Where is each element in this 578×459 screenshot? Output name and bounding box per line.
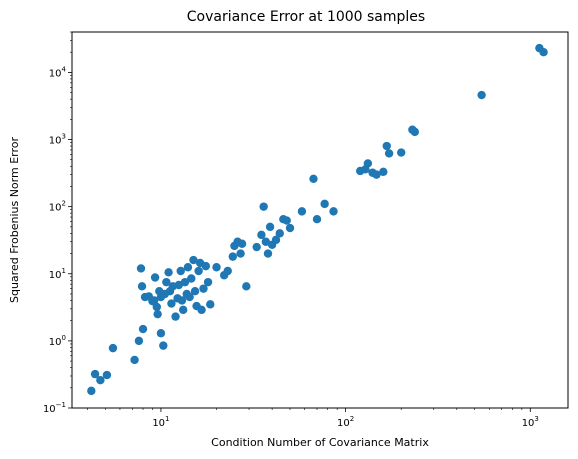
- x-axis-label: Condition Number of Covariance Matrix: [211, 436, 429, 449]
- data-point: [203, 277, 213, 287]
- data-point: [285, 223, 295, 233]
- data-point: [162, 277, 171, 287]
- y-tick-label-base: 10: [49, 68, 62, 79]
- y-tick-label: 102: [49, 200, 66, 214]
- data-point: [190, 286, 200, 296]
- y-tick-label-exponent: 4: [62, 65, 67, 73]
- y-tick-label-base: 10: [43, 404, 56, 415]
- data-point: [309, 174, 318, 183]
- data-point: [261, 237, 271, 246]
- data-point: [201, 261, 211, 271]
- data-point: [312, 215, 322, 224]
- y-tick-label-exponent: 0: [62, 334, 66, 342]
- y-tick-label-exponent: 1: [62, 267, 66, 275]
- data-point: [237, 239, 247, 248]
- y-axis-label: Squared Frobenius Norm Error: [8, 137, 21, 304]
- data-point: [363, 159, 373, 168]
- data-point: [156, 329, 166, 338]
- data-point: [223, 266, 232, 276]
- y-tick-label: 103: [49, 133, 66, 147]
- data-point: [171, 312, 180, 321]
- data-point: [194, 266, 203, 276]
- y-tick-label-exponent: 2: [62, 200, 66, 208]
- data-point: [297, 207, 307, 216]
- data-point: [152, 302, 162, 312]
- data-point: [136, 264, 146, 273]
- data-point: [275, 229, 284, 238]
- data-point: [150, 296, 159, 305]
- data-point: [379, 167, 388, 177]
- data-point: [167, 299, 176, 308]
- x-tick-label-base: 10: [522, 418, 535, 429]
- data-point: [329, 207, 338, 216]
- y-tick-label-base: 10: [49, 136, 62, 147]
- data-point: [187, 274, 196, 283]
- data-point: [137, 282, 147, 291]
- data-point: [271, 235, 281, 245]
- data-point: [382, 141, 391, 151]
- data-point: [282, 216, 291, 225]
- plot-area: [71, 31, 569, 409]
- data-point: [176, 266, 185, 276]
- data-point: [102, 370, 112, 380]
- data-point: [320, 199, 329, 209]
- y-tick-label: 101: [49, 267, 66, 281]
- data-point: [206, 300, 215, 309]
- x-tick-label: 101: [152, 415, 169, 429]
- data-point: [212, 263, 221, 272]
- data-point: [138, 324, 148, 334]
- x-tick-label-base: 10: [337, 418, 350, 429]
- data-point: [164, 268, 173, 277]
- y-tick-label-base: 10: [49, 203, 62, 214]
- x-tick-label: 102: [337, 415, 354, 429]
- data-point: [477, 90, 486, 100]
- data-point: [130, 355, 139, 365]
- data-point: [134, 336, 144, 346]
- data-point: [236, 249, 245, 258]
- x-tick-label-base: 10: [152, 418, 165, 429]
- data-point: [180, 277, 190, 287]
- data-point: [242, 282, 251, 291]
- x-tick-label-exponent: 3: [534, 415, 538, 423]
- x-tick-label-exponent: 1: [165, 415, 169, 423]
- data-point: [257, 230, 266, 240]
- data-point: [178, 305, 188, 315]
- y-tick-label: 10−1: [43, 401, 66, 415]
- data-point: [410, 127, 420, 137]
- chart-title: Covariance Error at 1000 samples: [187, 9, 425, 25]
- data-point: [265, 222, 275, 232]
- x-tick-label: 103: [522, 415, 539, 429]
- y-tick-label-exponent: 3: [62, 133, 66, 141]
- y-tick-label-exponent: −1: [56, 401, 66, 409]
- y-tick-label-base: 10: [49, 270, 62, 281]
- data-point: [199, 284, 208, 293]
- data-point: [153, 309, 162, 319]
- data-point: [397, 148, 406, 157]
- data-point: [263, 249, 273, 258]
- y-tick-label-base: 10: [49, 337, 62, 348]
- data-point: [228, 252, 237, 261]
- data-point: [183, 263, 193, 272]
- data-point: [259, 202, 268, 211]
- y-tick-label: 100: [49, 334, 66, 348]
- y-tick-label: 104: [49, 65, 67, 79]
- data-point: [108, 343, 118, 353]
- data-point: [87, 386, 96, 396]
- data-point: [96, 375, 105, 385]
- data-point: [177, 296, 187, 305]
- data-point: [252, 242, 261, 252]
- points-layer: [87, 43, 548, 396]
- data-point: [372, 170, 381, 179]
- data-point: [185, 292, 194, 302]
- data-point: [189, 255, 198, 265]
- data-point: [159, 341, 168, 350]
- x-tick-label-exponent: 2: [350, 415, 354, 423]
- data-point: [90, 369, 100, 379]
- data-point: [539, 48, 548, 57]
- data-point: [384, 149, 394, 158]
- data-point: [150, 273, 160, 282]
- data-point: [197, 305, 206, 315]
